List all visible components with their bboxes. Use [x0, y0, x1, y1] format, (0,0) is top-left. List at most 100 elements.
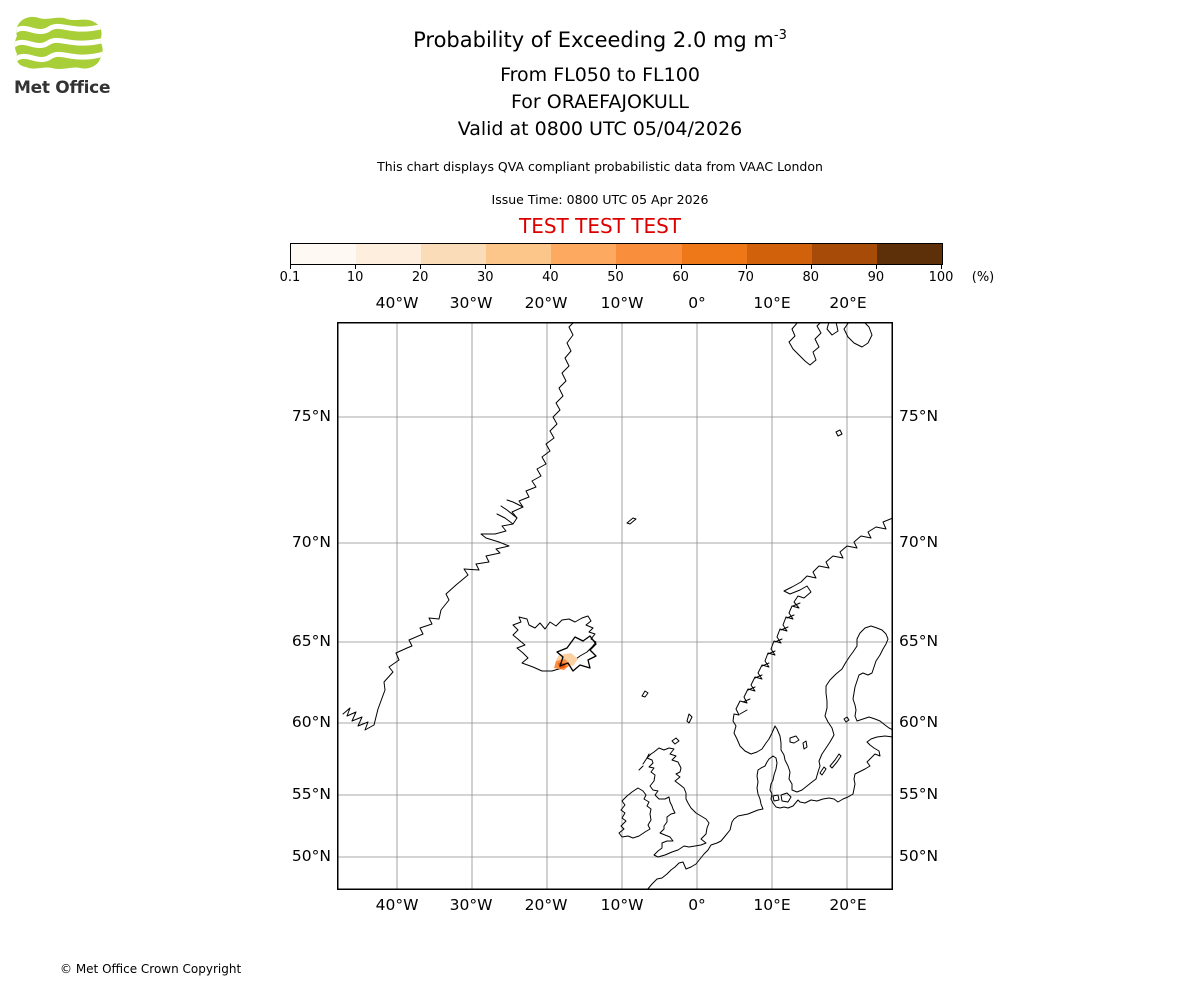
lat-label-right: 65°N — [899, 632, 939, 650]
lat-label-left: 60°N — [291, 713, 331, 731]
colorbar-segment — [486, 244, 552, 264]
colorbar-segment — [876, 244, 942, 264]
map-background — [337, 322, 893, 890]
colorbar-tick — [875, 265, 877, 269]
colorbar-tick-label: 50 — [607, 270, 624, 285]
colorbar-tick — [615, 265, 617, 269]
colorbar-unit-label: (%) — [971, 270, 995, 285]
lake-vanern — [789, 735, 800, 744]
met-office-logo-text: Met Office — [14, 78, 111, 98]
colorbar-tick-label: 10 — [346, 270, 364, 285]
lon-label-bottom: 10°E — [753, 896, 791, 914]
colorbar-segment — [421, 244, 487, 264]
lat-label-right: 70°N — [899, 533, 939, 551]
aland-islands — [843, 716, 850, 723]
colorbar-segment — [291, 244, 357, 264]
lon-label-top: 40°W — [375, 294, 419, 312]
lon-label-bottom: 20°E — [829, 896, 867, 914]
colorbar-tick — [485, 265, 487, 269]
ireland-coastline — [618, 787, 652, 839]
colorbar-tick — [745, 265, 747, 269]
svalbard-edgeoya-coastline — [843, 322, 873, 348]
issue-time-label: Issue Time: 0800 UTC 05 Apr 2026 — [491, 192, 709, 207]
lon-label-top: 10°E — [753, 294, 791, 312]
colorbar-segment — [811, 244, 877, 264]
lat-label-left: 75°N — [291, 407, 331, 425]
colorbar-tick-label: 30 — [477, 270, 494, 285]
gotland-island — [829, 753, 842, 769]
colorbar-tick-label: 100 — [928, 270, 954, 285]
faroe-islands — [641, 690, 649, 698]
colorbar-tick — [355, 265, 357, 269]
oland-island — [819, 766, 827, 776]
colorbar-segment — [681, 244, 747, 264]
lat-label-right: 50°N — [899, 847, 939, 865]
lon-label-bottom: 0° — [688, 896, 706, 914]
denmark-zealand-island — [780, 792, 792, 803]
colorbar-tick-label: 40 — [542, 270, 559, 285]
logo-white-waves — [14, 23, 103, 63]
subtitle-volcano-name: For ORAEFAJOKULL — [511, 91, 689, 113]
lat-label-right: 75°N — [899, 407, 939, 425]
copyright-notice: © Met Office Crown Copyright — [60, 962, 242, 976]
lon-label-bottom: 40°W — [375, 896, 419, 914]
ash-contour-outline — [556, 635, 597, 672]
lon-label-top: 20°W — [524, 294, 568, 312]
lat-label-right: 55°N — [899, 785, 939, 803]
map-border — [337, 322, 893, 890]
lat-label-left: 70°N — [291, 533, 331, 551]
lon-label-top: 20°E — [829, 294, 867, 312]
lon-label-top: 30°W — [449, 294, 493, 312]
colorbar-tick-label: 0.1 — [279, 270, 301, 285]
subtitle-valid-time: Valid at 0800 UTC 05/04/2026 — [457, 118, 743, 140]
lon-label-top: 0° — [688, 294, 706, 312]
qva-compliance-note: This chart displays QVA compliant probab… — [377, 159, 823, 174]
met-office-logo-graphic — [14, 16, 103, 69]
graticule-gridlines — [337, 322, 893, 890]
lon-label-top: 10°W — [600, 294, 644, 312]
lat-label-left: 55°N — [291, 785, 331, 803]
lat-label-left: 50°N — [291, 847, 331, 865]
colorbar-tick-label: 90 — [867, 270, 885, 285]
title-exponent: -3 — [773, 28, 787, 43]
lat-label-right: 60°N — [899, 713, 939, 731]
bear-island — [835, 429, 843, 437]
lat-label-left: 65°N — [291, 632, 331, 650]
subtitle-flight-levels: From FL050 to FL100 — [500, 64, 700, 86]
test-banner: TEST TEST TEST — [518, 214, 681, 238]
svalbard-spitsbergen-coastline — [788, 322, 822, 366]
colorbar-tick — [941, 265, 942, 269]
colorbar-tick — [810, 265, 812, 269]
colorbar-tick-label: 80 — [802, 270, 820, 285]
lake-vattern — [802, 740, 808, 750]
lon-label-bottom: 20°W — [524, 896, 568, 914]
shetland-islands — [686, 713, 693, 724]
colorbar-segment — [746, 244, 812, 264]
page-title: Probability of Exceeding 2.0 mg m-3 — [413, 28, 787, 52]
ash-probability-field — [554, 635, 597, 672]
continental-europe-coastline — [646, 735, 893, 890]
colorbar-tick — [420, 265, 422, 269]
lon-label-bottom: 30°W — [449, 896, 493, 914]
svalbard-small-island — [826, 322, 839, 336]
colorbar — [290, 243, 943, 265]
colorbar-tick — [550, 265, 552, 269]
map-canvas — [337, 322, 893, 890]
norway-fjord-marks — [739, 602, 801, 715]
iceland-coastline — [512, 615, 597, 672]
colorbar-segment — [356, 244, 422, 264]
colorbar-tick — [290, 265, 291, 269]
hebrides-islands — [638, 753, 650, 771]
colorbar-tick-label: 20 — [411, 270, 429, 285]
scandinavia-coastline — [732, 517, 893, 793]
colorbar-segment — [616, 244, 682, 264]
colorbar-tick-label: 60 — [672, 270, 689, 285]
greenland-coastline — [342, 322, 575, 731]
denmark-funen-island — [772, 794, 780, 802]
colorbar-segment — [551, 244, 617, 264]
great-britain-coastline — [646, 747, 710, 858]
lon-label-bottom: 10°W — [600, 896, 644, 914]
jan-mayen-island — [626, 517, 637, 525]
met-office-logo: Met Office — [14, 14, 124, 98]
